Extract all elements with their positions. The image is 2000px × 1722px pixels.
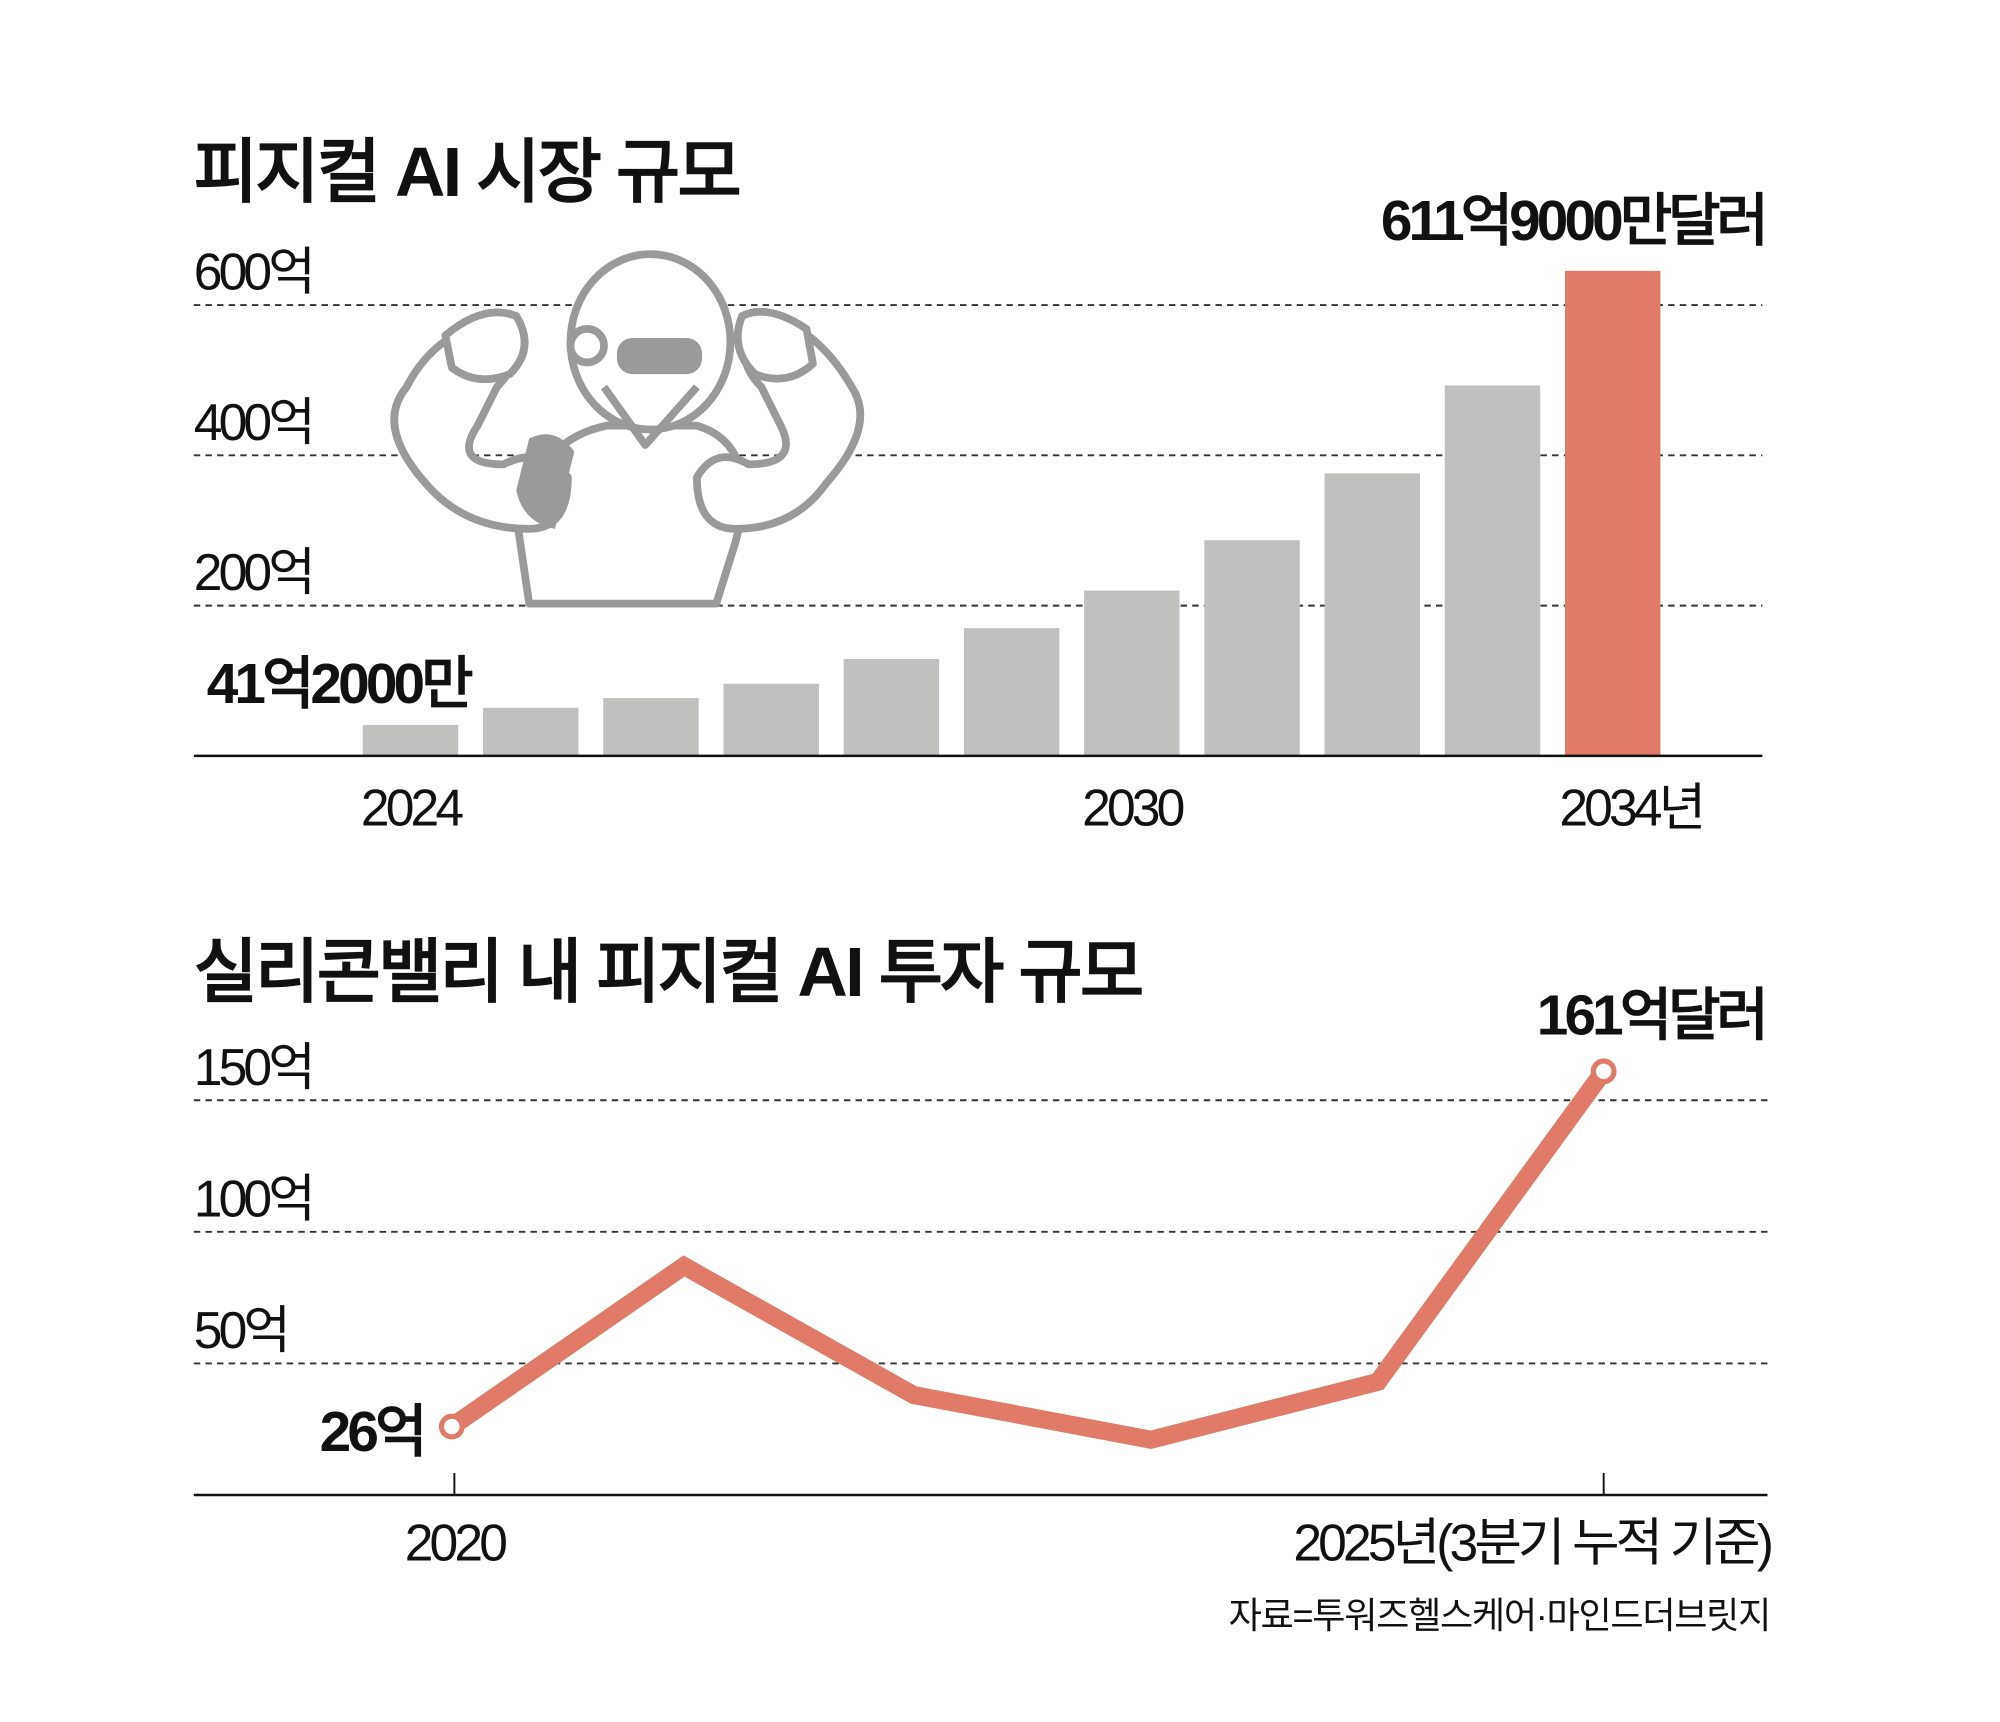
bar-2030 [1084, 590, 1180, 756]
data-point-2020 [438, 1413, 465, 1440]
bar-2033 [1444, 385, 1541, 756]
bar-2031 [1204, 540, 1300, 756]
x-tick-label: 2025년(3분기 누적 기준) [1293, 1514, 1770, 1572]
x-tick-label: 2024 [361, 779, 463, 837]
bar-2032 [1324, 473, 1420, 756]
y-tick-label: 50억 [194, 1301, 287, 1359]
bar-2029 [963, 628, 1060, 756]
x-tick-label: 2034년 [1559, 779, 1702, 837]
robot-illustration-icon [390, 250, 865, 608]
chart-title: 실리콘밸리 내 피지컬 AI 투자 규모 [194, 933, 1142, 1011]
data-label-last: 611억9000만달러 [1381, 190, 1765, 253]
data-label-first: 41억2000만 [207, 653, 473, 716]
y-tick-label: 200억 [194, 543, 312, 601]
data-label-first: 26억 [320, 1401, 424, 1464]
x-tick-label: 2030 [1082, 779, 1183, 837]
y-tick-label: 150억 [194, 1038, 312, 1096]
chart-title: 피지컬 AI 시장 규모 [194, 133, 740, 211]
bar-2026 [603, 698, 699, 756]
bar-2027 [723, 683, 819, 756]
x-tick-label: 2020 [405, 1514, 506, 1572]
bar-2024 [362, 724, 459, 756]
y-tick-label: 400억 [194, 393, 312, 451]
bar-2025 [483, 707, 579, 756]
line-chart-investment: 실리콘밸리 내 피지컬 AI 투자 규모 50억 100억 150억 2020 202… [194, 933, 1775, 1636]
y-tick-label: 600억 [194, 243, 312, 301]
bar-2034 [1564, 270, 1661, 756]
source-note: 자료=투워즈헬스케어·마인드더브릿지 [1229, 1595, 1770, 1636]
data-point-2025 [1590, 1058, 1617, 1085]
y-tick-label: 100억 [194, 1169, 312, 1227]
bar-2028 [843, 658, 940, 756]
data-label-last: 161억달러 [1537, 984, 1765, 1047]
series-line [446, 1066, 1611, 1449]
